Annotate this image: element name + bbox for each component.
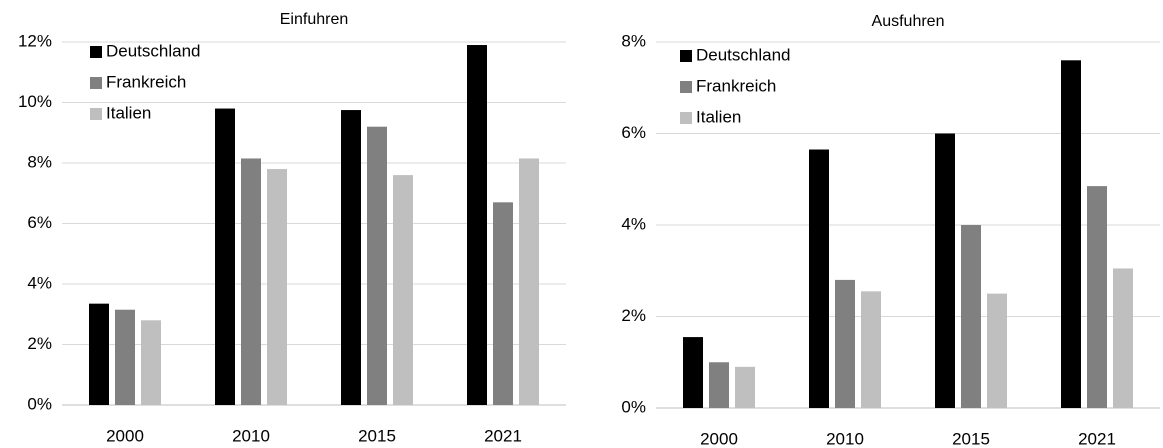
y-tick-label: 2% (27, 334, 52, 353)
bar (519, 158, 539, 405)
legend-label: Deutschland (106, 41, 201, 60)
bar (367, 126, 387, 405)
bar (987, 293, 1007, 408)
bar (861, 291, 881, 408)
legend-swatch (680, 81, 692, 93)
chart-title: Ausfuhren (872, 13, 945, 30)
legend-swatch (90, 108, 102, 120)
x-tick-label: 2015 (952, 429, 990, 448)
y-tick-label: 10% (18, 92, 52, 111)
y-tick-label: 6% (621, 123, 646, 142)
y-tick-label: 2% (621, 306, 646, 325)
bar (393, 175, 413, 405)
bar (1061, 60, 1081, 409)
legend-swatch (680, 112, 692, 124)
bar (89, 303, 109, 405)
x-tick-label: 2010 (232, 426, 270, 445)
bar (493, 202, 513, 405)
legend-swatch (90, 46, 102, 58)
bar (735, 366, 755, 408)
bar (141, 320, 161, 405)
chart-title: Einfuhren (280, 11, 349, 28)
y-tick-label: 0% (27, 394, 52, 413)
x-tick-label: 2000 (700, 429, 738, 448)
y-tick-label: 4% (621, 214, 646, 233)
bar (961, 225, 981, 408)
legend-swatch (90, 77, 102, 89)
legend-label: Italien (106, 103, 151, 122)
legend-label: Frankreich (106, 72, 186, 91)
y-tick-label: 6% (27, 213, 52, 232)
bar (1087, 186, 1107, 408)
y-tick-label: 8% (621, 31, 646, 50)
legend-label: Deutschland (696, 45, 791, 64)
legend-label: Frankreich (696, 76, 776, 95)
bar (1113, 268, 1133, 408)
y-tick-label: 8% (27, 152, 52, 171)
legend-label: Italien (696, 107, 741, 126)
bar (709, 362, 729, 408)
x-tick-label: 2010 (826, 429, 864, 448)
x-tick-label: 2000 (106, 426, 144, 445)
bar (935, 133, 955, 408)
x-tick-label: 2015 (358, 426, 396, 445)
bar (835, 279, 855, 408)
bar (267, 169, 287, 405)
y-tick-label: 4% (27, 273, 52, 292)
x-tick-label: 2021 (484, 426, 522, 445)
bar (683, 337, 703, 408)
bar (467, 45, 487, 406)
bar (341, 110, 361, 405)
x-tick-label: 2021 (1078, 429, 1116, 448)
bar (241, 158, 261, 405)
bar (115, 309, 135, 405)
y-tick-label: 0% (621, 397, 646, 416)
legend-swatch (680, 50, 692, 62)
bar (215, 108, 235, 406)
bar (809, 149, 829, 408)
y-tick-label: 12% (18, 31, 52, 50)
